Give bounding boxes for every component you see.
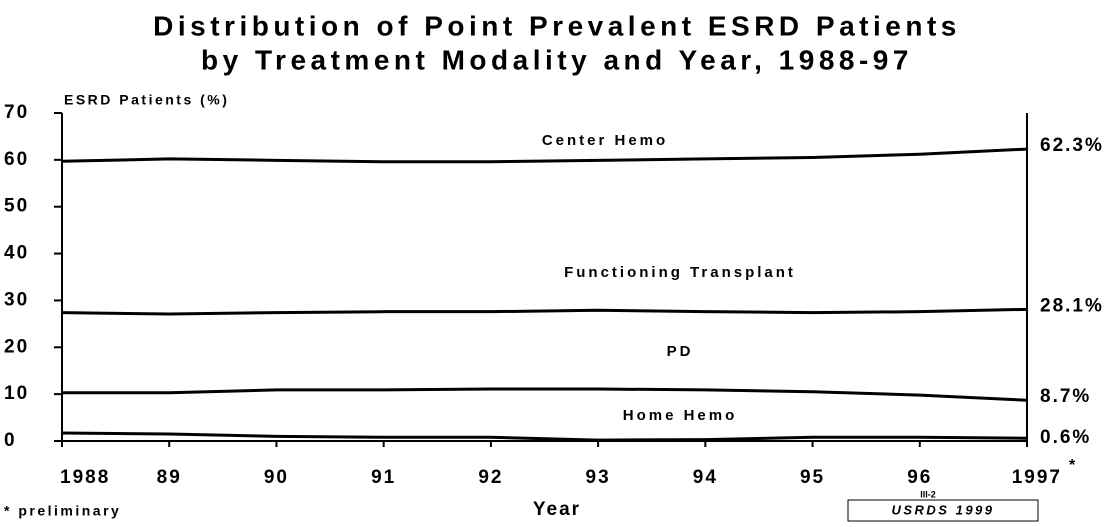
- y-tick-label: 40: [4, 243, 29, 264]
- annotation: *: [1069, 457, 1076, 474]
- series-line: [61, 307, 1028, 316]
- y-tick-label: 20: [4, 336, 29, 357]
- chart-title: Distribution of Point Prevalent ESRD Pat…: [153, 10, 961, 41]
- x-axis-label: Year: [533, 499, 581, 520]
- series-label: Home Hemo: [623, 407, 738, 424]
- series-label: Functioning Transplant: [564, 264, 796, 281]
- x-tick-label: 1997: [1012, 467, 1062, 488]
- y-tick-label: 70: [4, 102, 29, 123]
- y-tick-label: 60: [4, 149, 29, 170]
- x-tick-label: 92: [478, 467, 503, 488]
- y-axis-label: ESRD Patients (%): [64, 92, 229, 108]
- x-tick-label: 95: [800, 467, 825, 488]
- series-line: [61, 431, 1028, 442]
- end-label: 62.3%: [1040, 135, 1104, 156]
- x-tick-label: 1988: [60, 467, 110, 488]
- source-box: [847, 499, 1039, 522]
- x-tick-label: 90: [264, 467, 289, 488]
- y-tick-label: 0: [4, 430, 17, 451]
- page-number: III-2: [920, 489, 936, 499]
- end-label: 8.7%: [1040, 386, 1091, 407]
- series-line: [61, 147, 1028, 164]
- series-label: Center Hemo: [542, 132, 668, 149]
- y-tick-label: 30: [4, 289, 29, 310]
- y-tick-label: 10: [4, 383, 29, 404]
- x-tick-label: 94: [693, 467, 718, 488]
- chart-title: by Treatment Modality and Year, 1988-97: [201, 44, 913, 75]
- series-label: PD: [667, 343, 694, 360]
- x-tick-label: 96: [907, 467, 932, 488]
- x-tick-label: 89: [157, 467, 182, 488]
- end-label: 0.6%: [1040, 427, 1091, 448]
- end-label: 28.1%: [1040, 295, 1104, 316]
- source: USRDS 1999: [891, 502, 994, 517]
- x-tick-label: 91: [371, 467, 396, 488]
- series-line: [62, 387, 1028, 402]
- y-tick-label: 50: [4, 196, 29, 217]
- x-tick-label: 93: [586, 467, 611, 488]
- note: * preliminary: [4, 503, 121, 519]
